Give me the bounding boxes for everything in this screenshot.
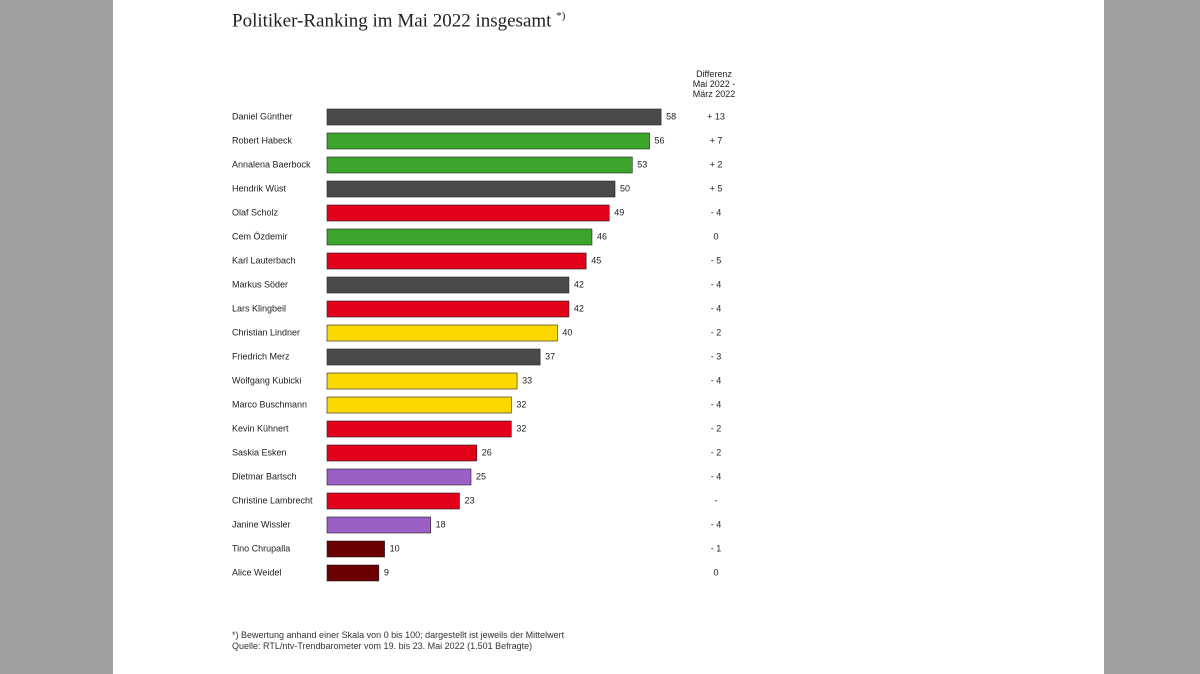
bar-value-label: 10 bbox=[390, 543, 400, 553]
category-label: Daniel Günther bbox=[232, 111, 293, 121]
category-label: Kevin Kühnert bbox=[232, 423, 289, 433]
bar-value-label: 42 bbox=[574, 303, 584, 313]
category-label: Janine Wissler bbox=[232, 519, 291, 529]
diff-header-line-1: Differenz bbox=[696, 69, 732, 79]
category-label: Olaf Scholz bbox=[232, 207, 279, 217]
bar-value-label: 46 bbox=[597, 231, 607, 241]
bar-value-label: 45 bbox=[591, 255, 601, 265]
category-label: Dietmar Bartsch bbox=[232, 471, 297, 481]
difference-value: + 2 bbox=[710, 159, 723, 169]
bar bbox=[326, 324, 558, 342]
difference-value: - 4 bbox=[711, 471, 722, 481]
bar-value-label: 56 bbox=[655, 135, 665, 145]
category-label: Tino Chrupalla bbox=[232, 543, 290, 553]
difference-value: - 4 bbox=[711, 375, 722, 385]
difference-value: - 2 bbox=[711, 327, 722, 337]
bar-value-label: 58 bbox=[666, 111, 676, 121]
bar-value-label: 32 bbox=[516, 423, 526, 433]
category-label: Christian Lindner bbox=[232, 327, 300, 337]
bar bbox=[326, 348, 541, 366]
chart-title: Politiker-Ranking im Mai 2022 insgesamt … bbox=[232, 10, 565, 32]
footnote-scale-note: *) Bewertung anhand einer Skala von 0 bi… bbox=[232, 630, 565, 640]
category-label: Markus Söder bbox=[232, 279, 288, 289]
footnote: *) Bewertung anhand einer Skala von 0 bi… bbox=[232, 630, 564, 652]
title-footnote-marker: *) bbox=[556, 10, 566, 22]
difference-value: - 5 bbox=[711, 255, 722, 265]
bar-value-label: 37 bbox=[545, 351, 555, 361]
bar bbox=[326, 300, 570, 318]
bar-value-label: 40 bbox=[562, 327, 572, 337]
category-label: Friedrich Merz bbox=[232, 351, 290, 361]
bar bbox=[326, 372, 518, 390]
difference-value: - 3 bbox=[711, 351, 722, 361]
category-label: Saskia Esken bbox=[232, 447, 287, 457]
bar bbox=[326, 492, 460, 510]
bar-value-label: 53 bbox=[637, 159, 647, 169]
difference-value: - 4 bbox=[711, 303, 722, 313]
bar-value-label: 50 bbox=[620, 183, 630, 193]
bar-value-label: 33 bbox=[522, 375, 532, 385]
bar bbox=[326, 252, 587, 270]
category-label: Cem Özdemir bbox=[232, 231, 288, 241]
bar bbox=[326, 564, 380, 582]
category-label: Lars Klingbeil bbox=[232, 303, 286, 313]
bar bbox=[326, 444, 478, 462]
bar-value-label: 25 bbox=[476, 471, 486, 481]
footnote-source: Quelle: RTL/ntv-Trendbarometer vom 19. b… bbox=[232, 641, 533, 651]
bar-value-label: 42 bbox=[574, 279, 584, 289]
chart-title-text: Politiker-Ranking im Mai 2022 insgesamt bbox=[232, 10, 552, 32]
difference-value: + 5 bbox=[710, 183, 723, 193]
difference-value: - 4 bbox=[711, 207, 722, 217]
category-label: Wolfgang Kubicki bbox=[232, 375, 301, 385]
bar bbox=[326, 108, 662, 126]
bar bbox=[326, 228, 593, 246]
difference-value: - bbox=[715, 495, 718, 505]
diff-header-line-3: März 2022 bbox=[692, 89, 736, 99]
bar bbox=[326, 420, 512, 438]
bar bbox=[326, 516, 431, 534]
bar bbox=[326, 540, 385, 558]
difference-value: 0 bbox=[713, 567, 718, 577]
difference-value: + 13 bbox=[707, 111, 725, 121]
bar bbox=[326, 468, 472, 486]
bar bbox=[326, 180, 616, 198]
bar bbox=[326, 156, 633, 174]
bar bbox=[326, 204, 610, 222]
difference-value: - 4 bbox=[711, 519, 722, 529]
category-label: Hendrik Wüst bbox=[232, 183, 287, 193]
category-label: Christine Lambrecht bbox=[232, 495, 313, 505]
category-label: Annalena Baerbock bbox=[232, 159, 311, 169]
difference-value: - 4 bbox=[711, 279, 722, 289]
bar bbox=[326, 396, 512, 414]
difference-value: + 7 bbox=[710, 135, 723, 145]
category-label: Karl Lauterbach bbox=[232, 255, 296, 265]
difference-value: 0 bbox=[713, 231, 718, 241]
difference-value: - 1 bbox=[711, 543, 722, 553]
difference-value: - 4 bbox=[711, 399, 722, 409]
diff-header-line-2: Mai 2022 - bbox=[692, 79, 736, 89]
difference-column-header: Differenz Mai 2022 - März 2022 bbox=[688, 69, 740, 99]
category-label: Marco Buschmann bbox=[232, 399, 307, 409]
bar-value-label: 32 bbox=[516, 399, 526, 409]
bar-value-label: 9 bbox=[384, 567, 389, 577]
bar-value-label: 49 bbox=[614, 207, 624, 217]
bar bbox=[326, 276, 570, 294]
difference-value: - 2 bbox=[711, 447, 722, 457]
bar bbox=[326, 132, 650, 150]
bar-value-label: 26 bbox=[482, 447, 492, 457]
category-label: Alice Weidel bbox=[232, 567, 281, 577]
category-label: Robert Habeck bbox=[232, 135, 293, 145]
bar-value-label: 18 bbox=[436, 519, 446, 529]
bar-value-label: 23 bbox=[464, 495, 474, 505]
difference-value: - 2 bbox=[711, 423, 722, 433]
